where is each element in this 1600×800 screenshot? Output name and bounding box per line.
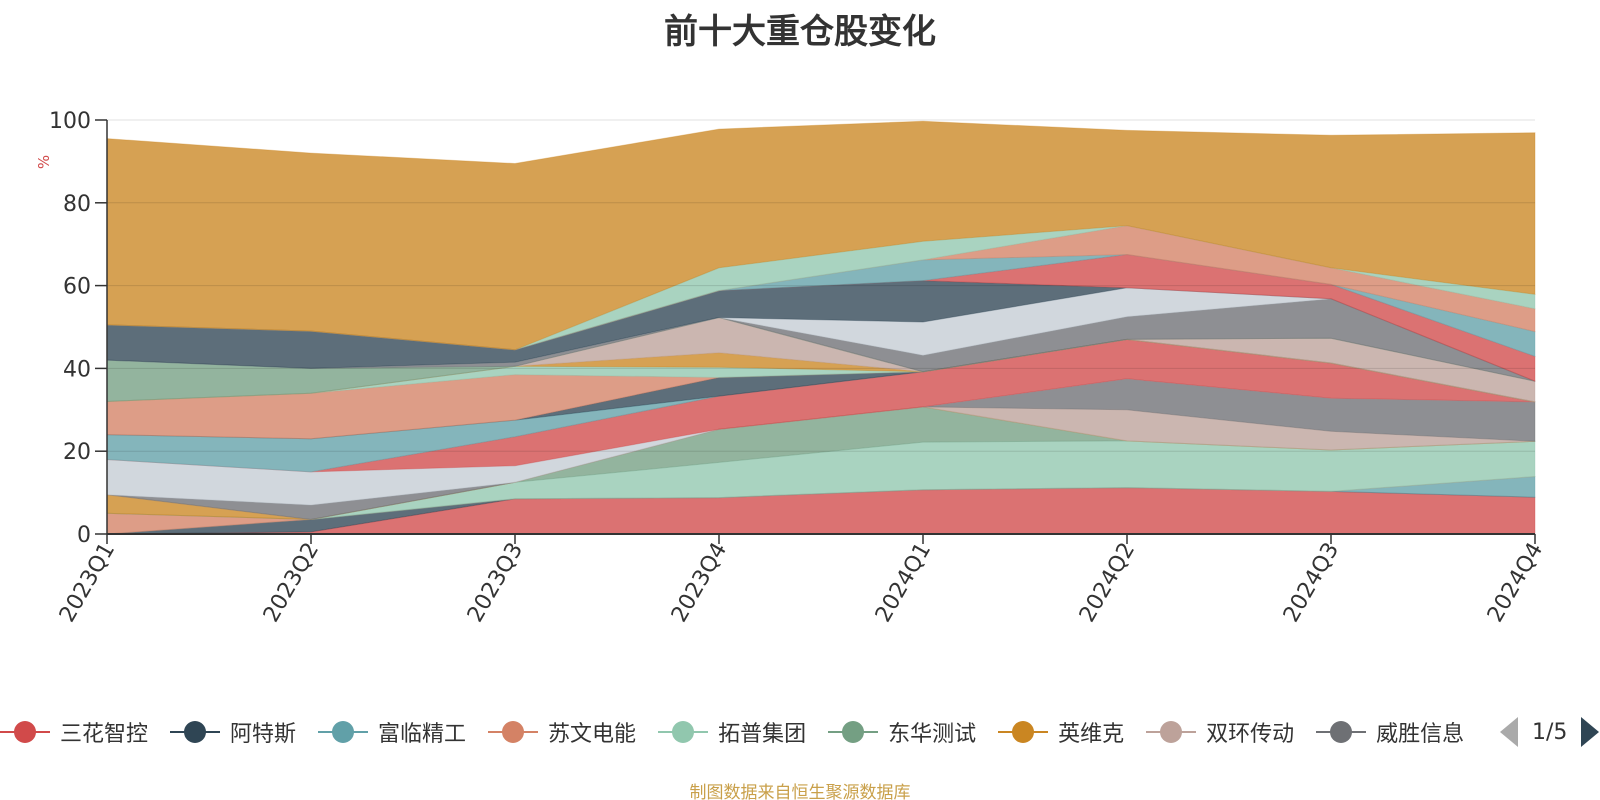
legend-label: 威胜信息 [1376, 722, 1465, 747]
x-tick-label: 2024Q3 [1279, 539, 1344, 627]
area-series-4 [106, 440, 1536, 521]
legend-item[interactable]: 双环传动 [1146, 716, 1294, 748]
legend-item[interactable]: 三花智控 [0, 716, 148, 748]
legend-marker-icon [170, 720, 221, 744]
x-tick-label: 2024Q4 [1483, 539, 1548, 627]
x-tick-label: 2023Q3 [463, 539, 528, 627]
legend-label: 东华测试 [888, 722, 977, 747]
legend-marker-icon [658, 720, 709, 744]
legend-marker-icon [998, 720, 1049, 744]
legend-label: 苏文电能 [548, 722, 637, 747]
y-tick-label: 0 [77, 523, 91, 548]
legend-item[interactable]: 英维克 [998, 716, 1124, 748]
x-tick-label: 2024Q1 [871, 539, 936, 627]
source-note: 制图数据来自恒生聚源数据库 [689, 783, 911, 800]
area-series-23 [106, 225, 1536, 351]
legend-label: 英维克 [1058, 722, 1125, 747]
area-series-2 [106, 475, 1536, 535]
areas-layer [106, 120, 1536, 535]
legend-marker-icon [1316, 720, 1367, 744]
legend-label: 双环传动 [1206, 722, 1295, 747]
legend-row: 三花智控 阿特斯 富临精工 苏文电能 拓普集团 东华测试 英维克 双环传动 威胜信息 [0, 712, 1482, 752]
legend-marker-icon [318, 720, 369, 744]
grid-layer [107, 119, 1535, 452]
y-tick-label: 100 [49, 109, 91, 134]
legend-marker-icon [828, 720, 879, 744]
legend-item[interactable]: 富临精工 [318, 716, 466, 748]
x-tick-label: 2023Q2 [259, 539, 324, 627]
area-series-22 [106, 253, 1536, 358]
y-axis-label: % [35, 155, 53, 169]
y-tick-label: 60 [63, 275, 91, 300]
legend-pager: 1/5 [1500, 712, 1600, 752]
area-series-25 [106, 120, 1536, 351]
legend-page-indicator: 1/5 [1532, 719, 1568, 745]
area-series-21 [106, 253, 1536, 382]
y-tick-label: 80 [63, 192, 91, 217]
legend-item[interactable]: 东华测试 [828, 716, 976, 748]
x-tick-label: 2023Q4 [667, 539, 732, 627]
y-tick-label: 40 [63, 357, 91, 382]
legend-marker-icon [488, 720, 539, 744]
legend-label: 富临精工 [378, 722, 467, 747]
legend-prev-page-button[interactable] [1500, 717, 1518, 747]
legend-viewport: 三花智控 阿特斯 富临精工 苏文电能 拓普集团 东华测试 英维克 双环传动 威胜信息 [0, 712, 1482, 752]
x-tick-label: 2023Q1 [55, 539, 120, 627]
legend-item[interactable]: 阿特斯 [170, 716, 296, 748]
legend-item[interactable]: 苏文电能 [488, 716, 636, 748]
legend-label: 拓普集团 [718, 722, 807, 747]
legend-next-page-button[interactable] [1581, 717, 1600, 747]
chart-title: 前十大重仓股变化 [664, 12, 936, 52]
legend-marker-icon [0, 720, 50, 744]
stacked-area-chart: 0 20 40 60 80 100% 2023Q1 2023Q2 2023Q3 2023Q4 202… [35, 109, 1548, 627]
legend-label: 阿特斯 [230, 722, 297, 747]
legend: 三花智控 阿特斯 富临精工 苏文电能 拓普集团 东华测试 英维克 双环传动 威胜信息 1/5 [0, 712, 1600, 752]
legend-label: 三花智控 [60, 722, 149, 747]
legend-item[interactable]: 威胜信息 [1316, 716, 1464, 748]
y-tick-label: 20 [63, 440, 91, 465]
legend-marker-icon [1146, 720, 1197, 744]
legend-item[interactable]: 拓普集团 [658, 716, 806, 748]
x-tick-label: 2024Q2 [1075, 539, 1140, 627]
